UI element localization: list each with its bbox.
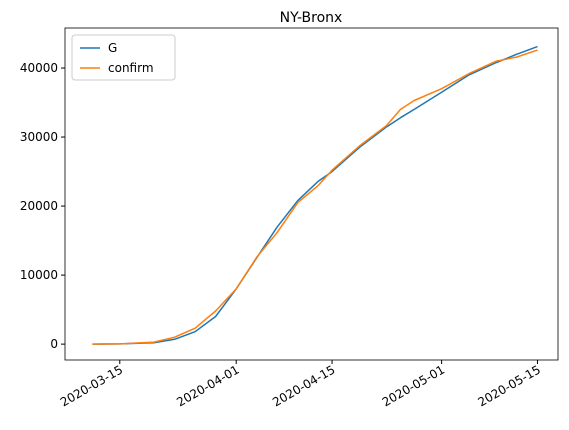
y-tick-label: 10000 <box>20 268 58 282</box>
chart-title: NY-Bronx <box>280 10 343 26</box>
y-tick-label: 40000 <box>20 61 58 75</box>
y-tick-label: 30000 <box>20 130 58 144</box>
x-tick-label: 2020-05-01 <box>380 362 447 409</box>
x-tick-label: 2020-04-15 <box>270 362 337 409</box>
legend-label: confirm <box>108 61 154 75</box>
plot-frame <box>64 27 559 361</box>
line-series <box>92 49 538 345</box>
x-tick-label: 2020-03-15 <box>58 362 125 409</box>
legend-label: G <box>108 41 117 55</box>
x-tick-label: 2020-05-15 <box>476 362 543 409</box>
y-tick-label: 0 <box>50 337 58 351</box>
y-tick-label: 20000 <box>20 199 58 213</box>
line-series <box>92 45 538 345</box>
x-tick-label: 2020-04-01 <box>174 362 241 409</box>
